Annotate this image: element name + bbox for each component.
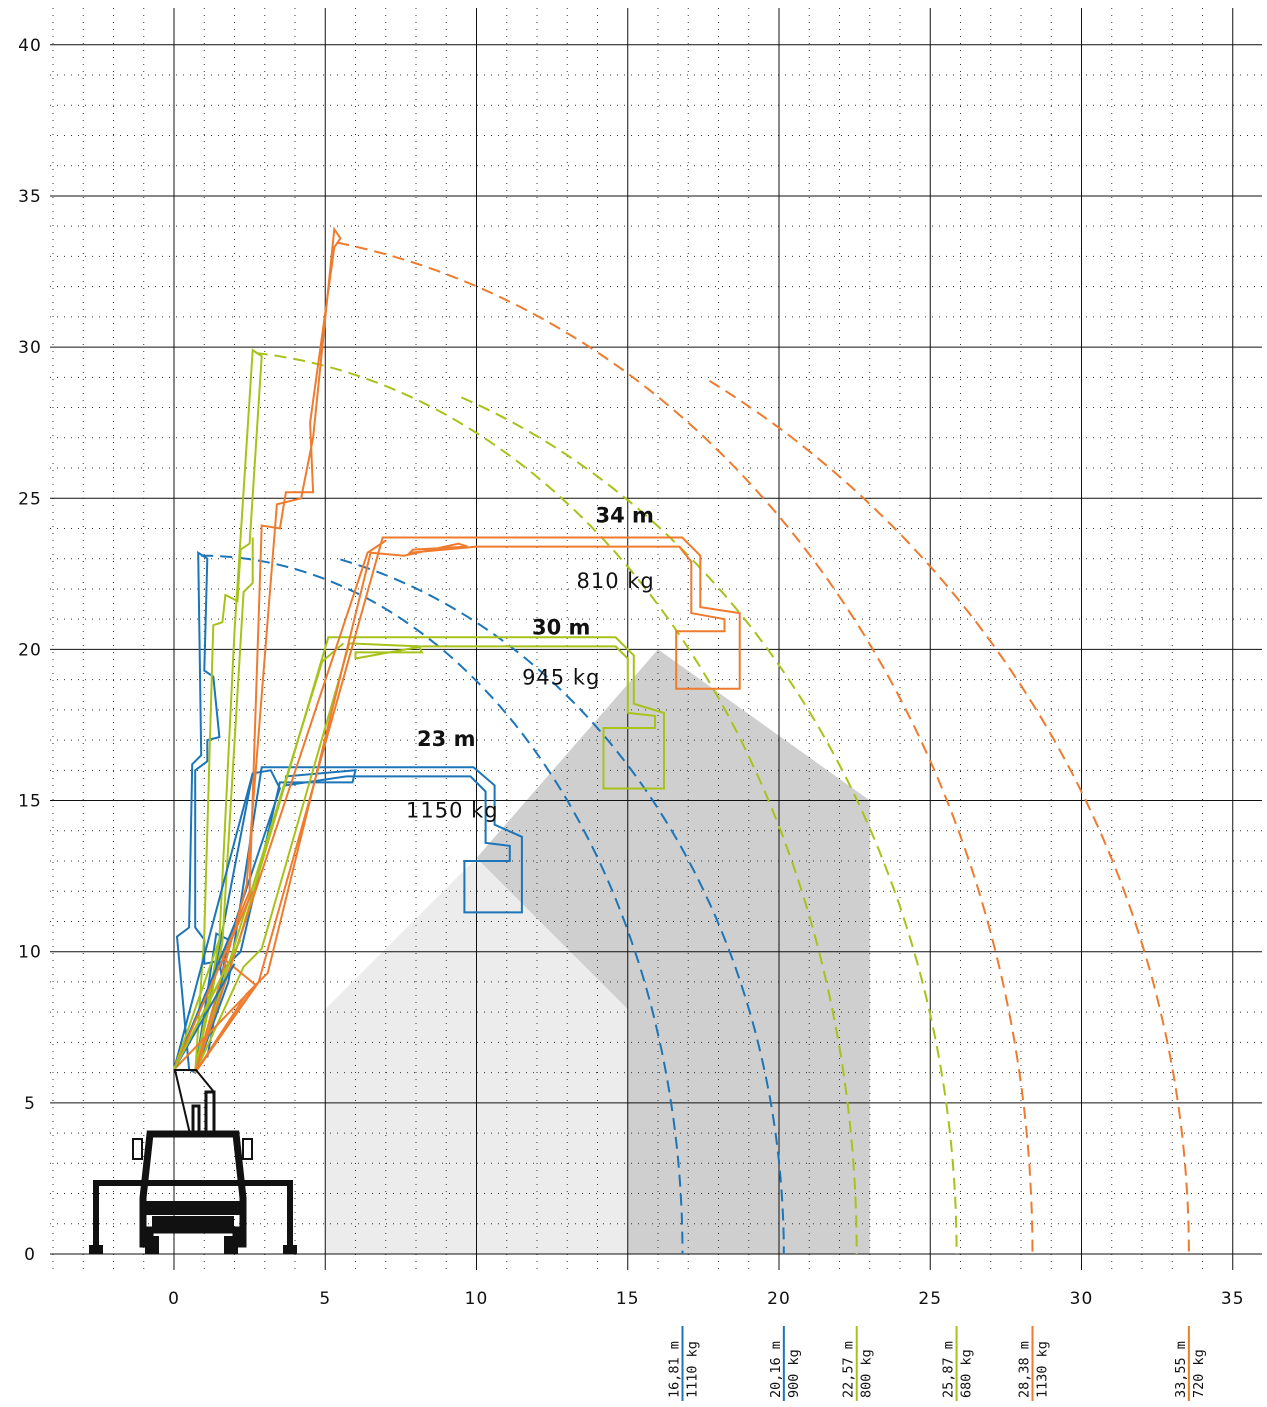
truck-cab — [139, 1130, 247, 1248]
reach-load: 1110 kg — [685, 1341, 701, 1398]
truck-part — [145, 1236, 159, 1254]
height-label: 23 m — [417, 727, 475, 751]
boom-orange-vertical — [194, 226, 342, 1074]
y-tick-label: 25 — [18, 489, 42, 509]
load-label: 945 kg — [522, 666, 600, 690]
x-tick-label: 0 — [168, 1289, 180, 1309]
truck-part — [224, 1236, 238, 1254]
reach-value: 16,81 m — [667, 1341, 683, 1398]
y-tick-label: 10 — [18, 943, 42, 963]
reach-load: 1130 kg — [1034, 1341, 1050, 1398]
boom-fan-line — [173, 981, 260, 1071]
x-tick-label: 15 — [616, 1289, 640, 1309]
mirror — [242, 1138, 253, 1160]
x-tick-label: 25 — [918, 1289, 942, 1309]
boom-fan-line — [173, 981, 221, 1071]
y-tick-label: 15 — [18, 792, 42, 812]
outrigger — [93, 1180, 293, 1249]
reach-arc — [255, 352, 858, 1255]
boom-blue-working — [194, 766, 523, 1073]
boom-green-vertical — [194, 348, 263, 1073]
x-tick-label: 10 — [465, 1289, 489, 1309]
reach-value: 25,87 m — [941, 1341, 957, 1398]
reach-load: 800 kg — [859, 1349, 875, 1398]
reach-arc — [708, 379, 1190, 1255]
reach-arc — [340, 558, 785, 1254]
height-label: 34 m — [596, 503, 654, 527]
truck-icon — [89, 1069, 297, 1254]
reach-arcs — [201, 241, 1190, 1255]
boom-blue-arm — [194, 769, 281, 1073]
reach-arc — [201, 554, 684, 1255]
boom-fan-line — [173, 939, 221, 1070]
reach-arc — [460, 396, 958, 1255]
height-label: 30 m — [532, 615, 590, 639]
mast — [204, 1090, 216, 1134]
truck-part — [89, 1245, 103, 1254]
x-tick-label: 20 — [767, 1289, 791, 1309]
y-tick-label: 35 — [18, 187, 42, 207]
load-label: 1150 kg — [406, 799, 499, 823]
reach-value: 33,55 m — [1173, 1341, 1189, 1398]
reach-value: 28,38 m — [1016, 1341, 1032, 1398]
grid — [50, 8, 1262, 1270]
y-tick-label: 30 — [18, 338, 42, 358]
y-tick-label: 20 — [18, 640, 42, 660]
boom-orange-working — [194, 536, 741, 1074]
reach-labels: 16,81 m 1110 kg 20,16 m 900 kg 22,57 m 800 kg… — [667, 1326, 1207, 1401]
reach-value: 22,57 m — [841, 1341, 857, 1398]
reach-load: 680 kg — [959, 1349, 975, 1398]
boom-fan-line — [173, 773, 254, 1070]
boom-green-arm — [194, 537, 254, 1073]
reach-arc — [337, 241, 1034, 1255]
x-tick-label: 35 — [1221, 1289, 1245, 1309]
reach-value: 20,16 m — [768, 1341, 784, 1398]
reach-load: 900 kg — [786, 1349, 802, 1398]
y-tick-label: 0 — [24, 1245, 36, 1265]
truck-part — [152, 1216, 234, 1228]
reach-load: 720 kg — [1191, 1349, 1207, 1398]
boom-orange-arm — [194, 539, 387, 1073]
truck-part — [143, 1201, 243, 1215]
boom-outlines — [173, 226, 741, 1075]
axis-ticks: 0 5 10 15 20 25 30 35 0 5 10 15 20 25 30 35 40 — [18, 36, 1245, 1309]
boom-fan-line — [173, 890, 254, 1071]
y-tick-label: 40 — [18, 36, 42, 56]
truck-part — [283, 1245, 297, 1254]
mast-arm — [173, 1069, 215, 1135]
y-tick-label: 5 — [24, 1094, 36, 1114]
load-label: 810 kg — [577, 569, 655, 593]
x-tick-label: 30 — [1070, 1289, 1094, 1309]
x-tick-label: 5 — [319, 1289, 331, 1309]
config-labels: 23 m 1150 kg 30 m 945 kg 34 m 810 kg — [406, 503, 655, 823]
mast — [191, 1104, 201, 1134]
boom-green-working — [194, 636, 665, 1074]
mirror — [132, 1138, 143, 1160]
